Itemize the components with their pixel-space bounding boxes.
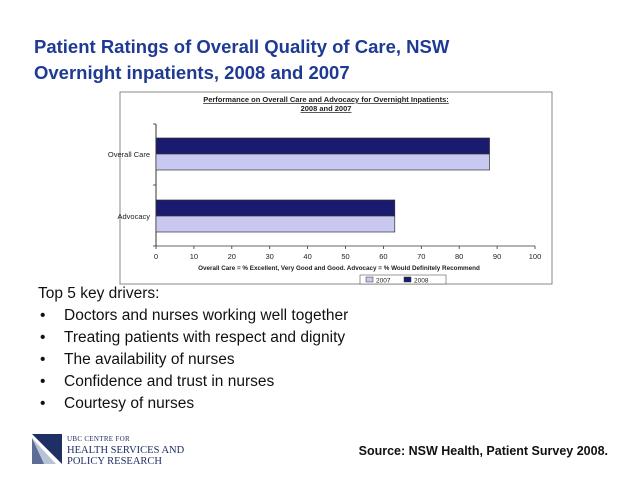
list-item-text: Courtesy of nurses xyxy=(64,395,195,412)
list-item: • Treating patients with respect and dign… xyxy=(38,327,458,349)
category-label-overall-care: Overall Care xyxy=(108,150,150,159)
chart-frame xyxy=(119,91,553,285)
slide-title-line-1: Patient Ratings of Overall Quality of Ca… xyxy=(34,36,450,57)
chart-legend: 2007 2008 xyxy=(359,274,447,285)
x-tick-label-50: 50 xyxy=(341,252,349,261)
logo-line-2: HEALTH SERVICES AND xyxy=(67,445,185,456)
key-drivers: Top 5 key drivers: • Doctors and nurses w… xyxy=(38,283,458,415)
chart-title-line-1: Performance on Overall Care and Advocacy… xyxy=(203,95,449,104)
list-item: • Courtesy of nurses xyxy=(38,393,458,415)
slide-title-line-2: Overnight inpatients, 2008 and 2007 xyxy=(34,62,350,83)
logo-line-3: POLICY RESEARCH xyxy=(67,456,162,467)
chart-title-line-2: 2008 and 2007 xyxy=(301,104,352,113)
x-axis-label: Overall Care = % Excellent, Very Good an… xyxy=(198,265,480,272)
legend-swatch-2008 xyxy=(403,276,412,283)
bullet: • xyxy=(40,329,46,346)
bar-advocacy-2007 xyxy=(155,215,396,233)
key-drivers-heading: Top 5 key drivers: xyxy=(38,285,160,302)
source-citation: Source: NSW Health, Patient Survey 2008. xyxy=(358,444,608,458)
key-drivers-list: • Doctors and nurses working well togethe… xyxy=(38,305,458,415)
bar-advocacy-2008 xyxy=(155,199,396,217)
ubc-chspr-logo: UBC CENTRE FOR HEALTH SERVICES AND POLIC… xyxy=(30,432,190,474)
logo-mark-icon xyxy=(32,434,62,464)
list-item-text: Doctors and nurses working well together xyxy=(64,307,349,324)
list-item: • The availability of nurses xyxy=(38,349,458,371)
x-tick-label-10: 10 xyxy=(190,252,198,261)
list-item: • Doctors and nurses working well togethe… xyxy=(38,305,458,327)
legend-label-2008: 2008 xyxy=(414,278,429,285)
bullet: • xyxy=(40,373,46,390)
logo-text: UBC CENTRE FOR HEALTH SERVICES AND POLIC… xyxy=(67,434,184,467)
bullet: • xyxy=(40,395,46,412)
bullet: • xyxy=(40,351,46,368)
legend-label-2007: 2007 xyxy=(376,278,391,285)
x-tick-label-40: 40 xyxy=(303,252,311,261)
list-item-text: Treating patients with respect and digni… xyxy=(64,329,346,346)
slide-title: Patient Ratings of Overall Quality of Ca… xyxy=(34,34,614,86)
x-tick-label-100: 100 xyxy=(529,252,542,261)
x-tick-label-30: 30 xyxy=(266,252,274,261)
legend-swatch-2007 xyxy=(365,276,374,283)
x-tick-label-90: 90 xyxy=(493,252,501,261)
bar-overall-care-2007 xyxy=(155,153,490,171)
x-tick-label-0: 0 xyxy=(154,252,158,261)
legend-box xyxy=(359,274,447,285)
x-tick-label-80: 80 xyxy=(455,252,463,261)
list-item-text: Confidence and trust in nurses xyxy=(64,373,275,390)
list-item: • Confidence and trust in nurses xyxy=(38,371,458,393)
x-tick-label-60: 60 xyxy=(379,252,387,261)
x-tick-label-70: 70 xyxy=(417,252,425,261)
logo-line-1: UBC CENTRE FOR xyxy=(67,435,130,443)
x-tick-label-20: 20 xyxy=(228,252,236,261)
bullet: • xyxy=(40,307,46,324)
bar-overall-care-2008 xyxy=(155,137,490,155)
category-label-advocacy: Advocacy xyxy=(117,212,150,221)
list-item-text: The availability of nurses xyxy=(64,351,235,368)
